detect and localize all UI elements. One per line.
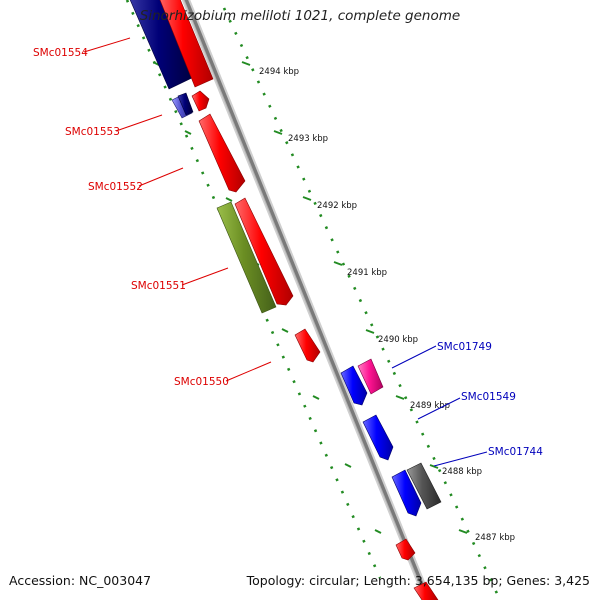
scale-label-2487: 2487 kbp xyxy=(475,533,515,543)
scale-label-2490: 2490 kbp xyxy=(378,335,418,345)
gene-labels-right: SMc01749 SMc01549 SMc01744 xyxy=(437,341,543,458)
right-strand-genes xyxy=(340,358,442,517)
scale-major-ticks xyxy=(241,61,468,534)
gene-smc01554-red[interactable] xyxy=(158,0,214,88)
genome-backbone xyxy=(181,0,433,600)
gene-label-smc01554[interactable]: SMc01554 xyxy=(33,47,88,59)
gene-label-smc01551[interactable]: SMc01551 xyxy=(131,280,186,292)
gene-smc01551-red[interactable] xyxy=(234,197,294,306)
scale-labels: 2494 kbp 2493 kbp 2492 kbp 2491 kbp 2490… xyxy=(259,67,515,543)
gene-smc01551-olive[interactable] xyxy=(216,201,277,314)
accession-label: Accession: NC_003047 xyxy=(9,573,152,588)
gene-smc01744-gray[interactable] xyxy=(406,462,442,510)
gene-smc01553-red[interactable] xyxy=(191,90,210,112)
genome-stats-label: Topology: circular; Length: 3,654,135 bp… xyxy=(246,573,590,588)
gene-smc01553-navy[interactable] xyxy=(177,92,194,116)
gene-label-smc01552[interactable]: SMc01552 xyxy=(88,181,143,193)
gene-bottom-red-1[interactable] xyxy=(395,538,416,561)
gene-smc01549[interactable] xyxy=(362,414,394,461)
scale-label-2488: 2488 kbp xyxy=(442,467,482,477)
scale-label-2489: 2489 kbp xyxy=(410,401,450,411)
map-title: Sinorhizobium meliloti 1021, complete ge… xyxy=(139,8,461,24)
gene-smc01550[interactable] xyxy=(294,328,321,363)
gene-bottom-red-2[interactable] xyxy=(413,581,439,600)
scale-label-2494: 2494 kbp xyxy=(259,67,299,77)
scale-rail-outer xyxy=(222,7,502,600)
gene-label-smc01744[interactable]: SMc01744 xyxy=(488,446,543,458)
gene-label-smc01749[interactable]: SMc01749 xyxy=(437,341,492,353)
gene-smc01744-blue[interactable] xyxy=(391,469,422,517)
gene-smc01552[interactable] xyxy=(198,113,246,193)
gene-label-smc01553[interactable]: SMc01553 xyxy=(65,126,120,138)
scale-label-2493: 2493 kbp xyxy=(288,134,328,144)
gene-smc01749-magenta[interactable] xyxy=(357,358,384,395)
left-strand-genes xyxy=(129,0,439,600)
label-leaders xyxy=(83,37,488,467)
gene-label-smc01550[interactable]: SMc01550 xyxy=(174,376,229,388)
gene-label-smc01549[interactable]: SMc01549 xyxy=(461,391,516,403)
gene-labels-left: SMc01554 SMc01553 SMc01552 SMc01551 SMc0… xyxy=(33,47,229,388)
scale-label-2491: 2491 kbp xyxy=(347,268,387,278)
scale-label-2492: 2492 kbp xyxy=(317,201,357,211)
gene-smc01749-blue[interactable] xyxy=(340,365,368,406)
